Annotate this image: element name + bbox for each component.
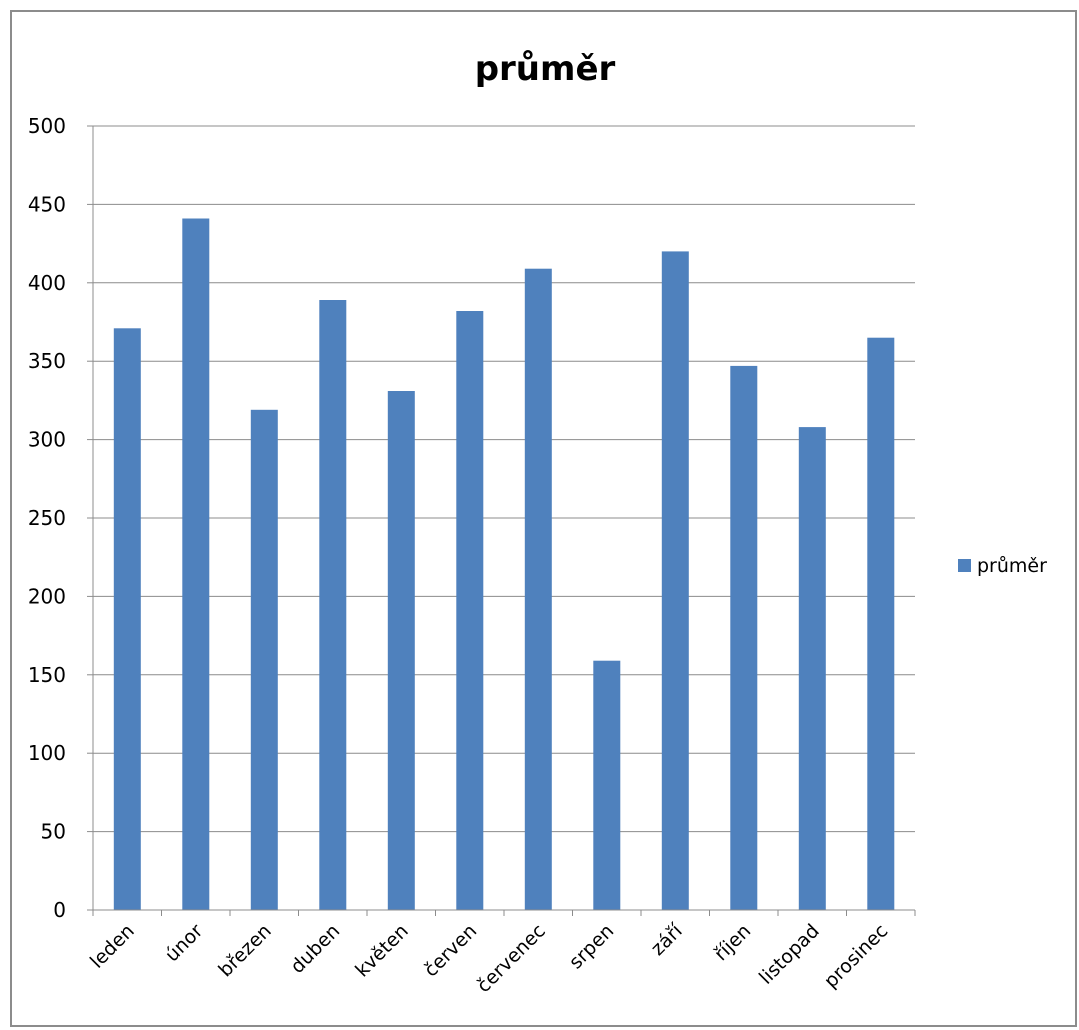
bars bbox=[113, 218, 895, 910]
legend-swatch bbox=[958, 559, 971, 572]
axes bbox=[92, 126, 916, 916]
legend: průměr bbox=[958, 555, 1047, 577]
y-tick-label: 450 bbox=[28, 192, 66, 216]
legend-label: průměr bbox=[977, 555, 1047, 577]
x-tick-label: září bbox=[647, 919, 688, 960]
bar-prosinec bbox=[867, 337, 895, 910]
x-tick-label: srpen bbox=[565, 920, 618, 973]
y-tick-label: 250 bbox=[28, 506, 66, 530]
x-tick-label: březen bbox=[214, 920, 275, 981]
bar-květen bbox=[387, 391, 415, 910]
bar-srpen bbox=[593, 660, 621, 910]
bar-září bbox=[661, 251, 689, 910]
y-tick-label: 150 bbox=[28, 663, 66, 687]
y-tick-label: 400 bbox=[28, 271, 66, 295]
x-tick-label: leden bbox=[86, 920, 139, 973]
y-tick-label: 200 bbox=[28, 584, 66, 608]
y-tick-label: 50 bbox=[41, 820, 66, 844]
x-tick-label: duben bbox=[286, 920, 344, 978]
x-tick-label: červenec bbox=[473, 920, 550, 997]
x-tick-label: říjen bbox=[710, 920, 755, 965]
bar-červenec bbox=[524, 268, 552, 910]
x-tick-label: květen bbox=[351, 920, 413, 982]
gridlines bbox=[87, 125, 915, 911]
y-tick-label: 100 bbox=[28, 741, 66, 765]
bar-říjen bbox=[730, 365, 758, 910]
x-axis-tick-labels: leden únor březen duben květen červenčervenec… bbox=[86, 919, 892, 997]
bar-duben bbox=[319, 300, 347, 910]
x-tick-label: červen bbox=[420, 920, 481, 981]
y-axis-tick-labels: 0 50 100 150 200 250 300 350 400 450 500 bbox=[28, 114, 66, 922]
bar-únor bbox=[182, 218, 210, 910]
bar-červen bbox=[456, 311, 484, 910]
y-tick-label: 500 bbox=[28, 114, 66, 138]
x-tick-label: únor bbox=[161, 920, 207, 966]
y-tick-label: 350 bbox=[28, 349, 66, 373]
y-tick-label: 0 bbox=[53, 898, 66, 922]
x-tick-label: listopad bbox=[755, 920, 824, 989]
x-tick-label: prosinec bbox=[820, 920, 892, 992]
chart-title: průměr bbox=[475, 49, 616, 89]
bar-březen bbox=[250, 409, 278, 910]
bar-listopad bbox=[798, 427, 826, 910]
bar-leden bbox=[113, 328, 141, 910]
y-tick-label: 300 bbox=[28, 428, 66, 452]
